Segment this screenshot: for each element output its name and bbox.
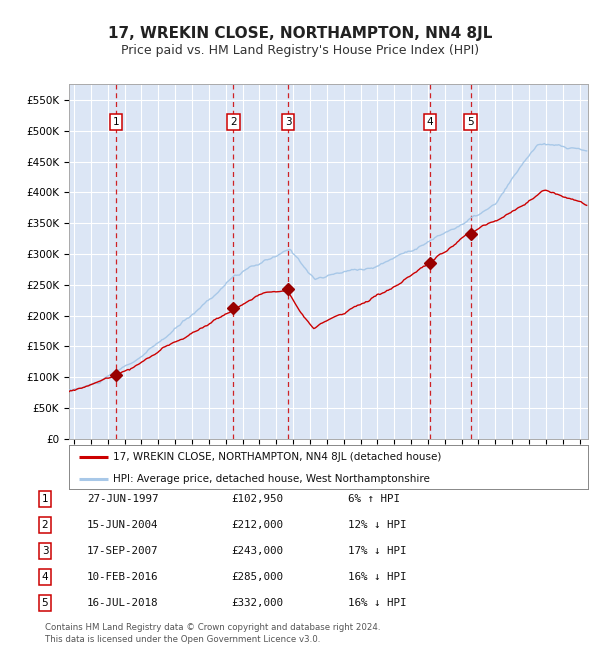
Text: 1: 1 [113,117,119,127]
Text: 17% ↓ HPI: 17% ↓ HPI [348,546,407,556]
Text: 6% ↑ HPI: 6% ↑ HPI [348,494,400,504]
Text: 2: 2 [41,520,49,530]
Text: 17, WREKIN CLOSE, NORTHAMPTON, NN4 8JL: 17, WREKIN CLOSE, NORTHAMPTON, NN4 8JL [108,26,492,41]
Text: 15-JUN-2004: 15-JUN-2004 [87,520,158,530]
Text: 27-JUN-1997: 27-JUN-1997 [87,494,158,504]
Text: 4: 4 [427,117,433,127]
Text: HPI: Average price, detached house, West Northamptonshire: HPI: Average price, detached house, West… [113,474,430,484]
Text: £285,000: £285,000 [231,572,283,582]
Text: 17-SEP-2007: 17-SEP-2007 [87,546,158,556]
Text: 16% ↓ HPI: 16% ↓ HPI [348,598,407,608]
Text: 1: 1 [41,494,49,504]
Text: 12% ↓ HPI: 12% ↓ HPI [348,520,407,530]
Text: 16-JUL-2018: 16-JUL-2018 [87,598,158,608]
Text: 3: 3 [285,117,292,127]
Text: £212,000: £212,000 [231,520,283,530]
Text: This data is licensed under the Open Government Licence v3.0.: This data is licensed under the Open Gov… [45,634,320,644]
Text: £332,000: £332,000 [231,598,283,608]
Text: Price paid vs. HM Land Registry's House Price Index (HPI): Price paid vs. HM Land Registry's House … [121,44,479,57]
Text: 2: 2 [230,117,236,127]
Text: 3: 3 [41,546,49,556]
Text: £102,950: £102,950 [231,494,283,504]
Text: 17, WREKIN CLOSE, NORTHAMPTON, NN4 8JL (detached house): 17, WREKIN CLOSE, NORTHAMPTON, NN4 8JL (… [113,452,442,462]
Text: £243,000: £243,000 [231,546,283,556]
Text: Contains HM Land Registry data © Crown copyright and database right 2024.: Contains HM Land Registry data © Crown c… [45,623,380,632]
Text: 10-FEB-2016: 10-FEB-2016 [87,572,158,582]
Text: 5: 5 [467,117,474,127]
Text: 4: 4 [41,572,49,582]
Text: 5: 5 [41,598,49,608]
Text: 16% ↓ HPI: 16% ↓ HPI [348,572,407,582]
